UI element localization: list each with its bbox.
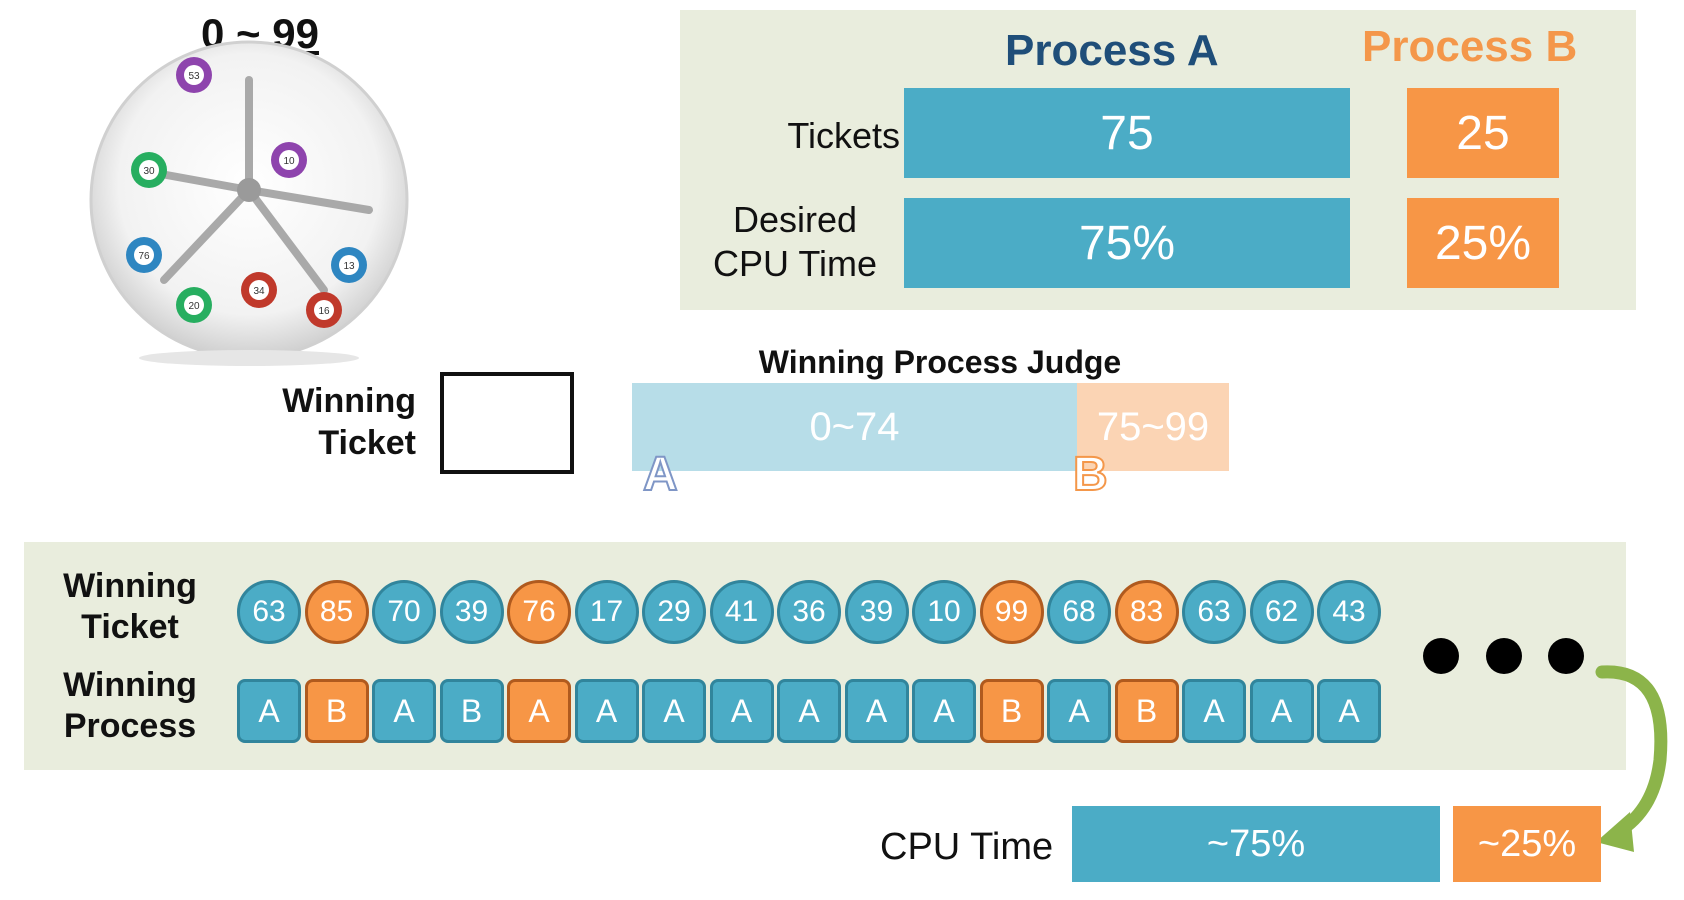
- sequence-ticket-label: Winning Ticket: [55, 566, 205, 648]
- process-box: A: [507, 679, 571, 743]
- svg-text:20: 20: [188, 301, 200, 312]
- lottery-ball-icon: 53: [176, 57, 212, 93]
- lottery-ball-icon: 10: [271, 142, 307, 178]
- desired-label-line1: Desired: [732, 199, 858, 240]
- ticket-ball: 36: [777, 580, 841, 644]
- process-box: A: [372, 679, 436, 743]
- process-box: A: [1047, 679, 1111, 743]
- judge-range-a: 0~74: [632, 383, 1077, 471]
- lottery-drum-image: 53 30 76 34 20 10 16 13: [89, 40, 409, 366]
- ticket-ball: 39: [844, 580, 909, 644]
- sequence-ticket-label-line1: Winning: [63, 567, 197, 605]
- ticket-ball: 29: [642, 580, 706, 644]
- process-a-title: Process A: [1005, 26, 1219, 75]
- judge-marker-b: B: [1072, 447, 1109, 502]
- curved-arrow-icon: [1595, 665, 1668, 852]
- sequence-process-label-line2: Process: [63, 707, 197, 745]
- ticket-ball: 63: [1182, 580, 1246, 644]
- lottery-ball-icon: 16: [306, 292, 342, 328]
- process-box: A: [1249, 679, 1314, 743]
- result-cpu-a: ~75%: [1072, 806, 1440, 882]
- process-box: A: [777, 679, 841, 743]
- ticket-ball: 76: [507, 580, 571, 644]
- process-box: A: [642, 679, 706, 743]
- process-box: A: [574, 679, 639, 743]
- process-b-title: Process B: [1362, 22, 1578, 71]
- process-box: A: [1182, 679, 1246, 743]
- ticket-ball: 43: [1317, 580, 1381, 644]
- ticket-ball: 62: [1249, 580, 1314, 644]
- tickets-row-label: Tickets: [787, 115, 900, 156]
- cpu-time-label: CPU Time: [880, 826, 1054, 868]
- process-box: A: [709, 679, 774, 743]
- process-box: B: [979, 679, 1044, 743]
- judge-title: Winning Process Judge: [758, 344, 1122, 380]
- lottery-ball-icon: 13: [331, 247, 367, 283]
- winning-ticket-label-line2: Ticket: [318, 424, 416, 462]
- winning-ticket-label-line1: Winning: [282, 382, 416, 420]
- svg-text:10: 10: [283, 156, 295, 167]
- svg-text:53: 53: [188, 71, 200, 82]
- process-b-desired-cpu-cell: 25%: [1407, 198, 1559, 288]
- svg-text:16: 16: [318, 306, 330, 317]
- ticket-ball: 70: [372, 580, 436, 644]
- desired-label-line2: CPU Time: [712, 243, 878, 284]
- lottery-ball-icon: 30: [131, 152, 167, 188]
- ticket-ball: 63: [237, 580, 301, 644]
- process-a-tickets-cell: 75: [904, 88, 1350, 178]
- process-box: A: [1317, 679, 1381, 743]
- winning-ticket-label: Winning Ticket: [250, 380, 416, 464]
- ellipsis-dot: [1486, 638, 1522, 674]
- ticket-ball: 17: [574, 580, 639, 644]
- svg-text:13: 13: [343, 261, 355, 272]
- sequence-process-label-line1: Winning: [63, 666, 197, 704]
- desired-cpu-time-row-label: Desired CPU Time: [695, 198, 895, 286]
- ticket-ball: 83: [1114, 580, 1179, 644]
- judge-marker-a: A: [642, 447, 679, 502]
- process-box: A: [912, 679, 976, 743]
- sequence-ticket-label-line2: Ticket: [81, 608, 179, 646]
- svg-text:76: 76: [138, 251, 150, 262]
- lottery-ball-icon: 20: [176, 287, 212, 323]
- ellipsis-dot: [1548, 638, 1584, 674]
- result-cpu-b: ~25%: [1453, 806, 1601, 882]
- process-a-desired-cpu-cell: 75%: [904, 198, 1350, 288]
- svg-text:30: 30: [143, 166, 155, 177]
- sequence-process-label: Winning Process: [55, 665, 205, 747]
- ticket-ball: 39: [439, 580, 504, 644]
- process-box: A: [844, 679, 909, 743]
- process-box: B: [439, 679, 504, 743]
- ticket-ball: 85: [304, 580, 369, 644]
- ticket-ball: 99: [979, 580, 1044, 644]
- ticket-ball: 10: [912, 580, 976, 644]
- lottery-ball-icon: 34: [241, 272, 277, 308]
- process-box: B: [304, 679, 369, 743]
- ellipsis-dot: [1423, 638, 1459, 674]
- process-box: B: [1114, 679, 1179, 743]
- svg-text:34: 34: [253, 286, 265, 297]
- ticket-ball: 41: [709, 580, 774, 644]
- judge-range-b: 75~99: [1077, 383, 1229, 471]
- process-b-tickets-cell: 25: [1407, 88, 1559, 178]
- winning-ticket-box: [440, 372, 574, 474]
- lottery-ball-icon: 76: [126, 237, 162, 273]
- ticket-ball: 68: [1047, 580, 1111, 644]
- process-box: A: [237, 679, 301, 743]
